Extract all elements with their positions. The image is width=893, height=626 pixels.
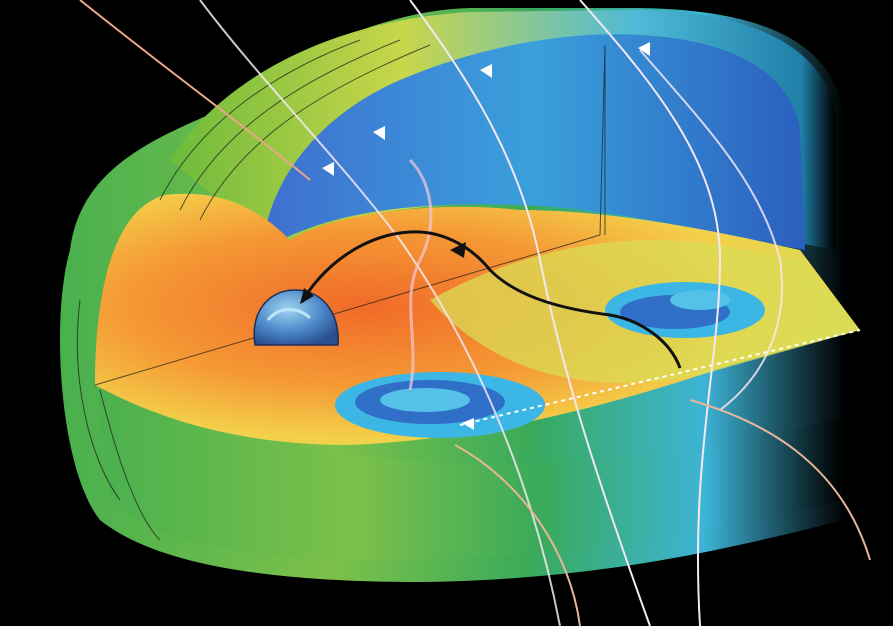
magnetic-field-lines <box>79 0 871 626</box>
field-direction-arrows <box>322 42 650 430</box>
trajectory-arrow-earth <box>300 288 314 304</box>
reconnection-vortex-near <box>335 372 545 438</box>
reconnection-vortex-far <box>605 282 765 338</box>
cutaway-frame <box>76 39 606 541</box>
earth-sphere <box>253 289 339 346</box>
flank-region <box>95 385 840 560</box>
particle-trajectory <box>300 230 682 369</box>
lobe-cavity <box>262 34 805 250</box>
trajectory-arrow <box>450 242 466 258</box>
